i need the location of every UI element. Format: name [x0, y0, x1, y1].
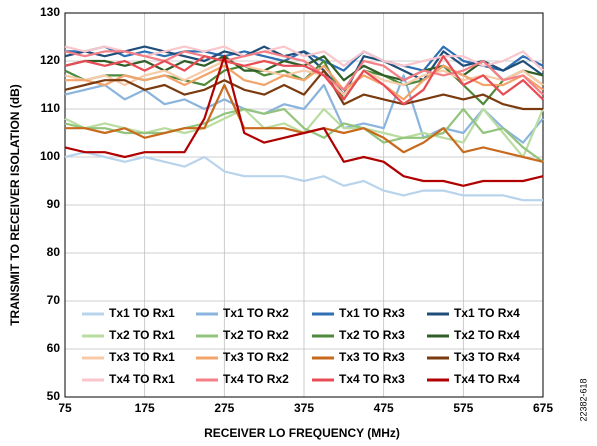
- legend-label: Tx3 TO Rx4: [454, 350, 520, 364]
- series-line: [64, 107, 544, 163]
- y-tick-label: 100: [40, 149, 60, 163]
- series-line: [64, 50, 544, 96]
- legend-label: Tx4 TO Rx3: [339, 372, 405, 386]
- y-tick-label: 130: [40, 5, 60, 19]
- plot-frame: [64, 12, 544, 398]
- y-tick-label: 70: [47, 293, 61, 307]
- x-tick-label: 275: [214, 401, 234, 415]
- x-axis-label: RECEIVER LO FREQUENCY (MHz): [204, 426, 400, 440]
- x-tick-label: 575: [453, 401, 473, 415]
- y-tick-label: 120: [40, 53, 60, 67]
- y-tick-label: 110: [41, 101, 61, 115]
- legend-label: Tx2 TO Rx1: [109, 328, 175, 342]
- legend-label: Tx3 TO Rx3: [339, 350, 405, 364]
- series-line: [64, 59, 544, 96]
- legend-label: Tx1 TO Rx3: [339, 306, 405, 320]
- x-tick-label: 675: [533, 401, 553, 415]
- series-line: [64, 69, 543, 111]
- y-tick-label: 90: [47, 197, 61, 211]
- legend-label: Tx4 TO Rx1: [109, 372, 175, 386]
- series-line: [64, 45, 544, 96]
- x-tick-label: 475: [374, 401, 394, 415]
- legend-label: Tx2 TO Rx2: [223, 328, 289, 342]
- figure-id: 22382-618: [578, 378, 588, 421]
- series-line: [64, 55, 544, 187]
- legend: Tx1 TO Rx1 Tx1 TO Rx2 Tx1 TO Rx3 Tx1 TO Rx4…: [82, 306, 520, 386]
- series-line: [64, 55, 544, 106]
- series-line: [65, 64, 544, 101]
- y-tick-label: 80: [47, 245, 61, 259]
- y-tick-label: 50: [47, 389, 61, 403]
- legend-label: Tx2 TO Rx3: [339, 328, 405, 342]
- x-tick-label: 175: [135, 401, 155, 415]
- legend-label: Tx2 TO Rx4: [454, 328, 520, 342]
- legend-label: Tx1 TO Rx1: [109, 306, 175, 320]
- legend-label: Tx1 TO Rx2: [223, 306, 289, 320]
- y-tick-label: 60: [47, 341, 61, 355]
- x-tick-label: 75: [58, 401, 72, 415]
- x-tick-label: 375: [294, 401, 314, 415]
- legend-label: Tx3 TO Rx1: [109, 350, 175, 364]
- legend-label: Tx1 TO Rx4: [454, 306, 520, 320]
- legend-label: Tx4 TO Rx2: [223, 372, 289, 386]
- legend-label: Tx3 TO Rx2: [223, 350, 289, 364]
- y-axis-label: TRANSMIT TO RECEIVER ISOLATION (dB): [8, 84, 22, 326]
- series-line: [64, 151, 543, 202]
- legend-label: Tx4 TO Rx4: [454, 372, 520, 386]
